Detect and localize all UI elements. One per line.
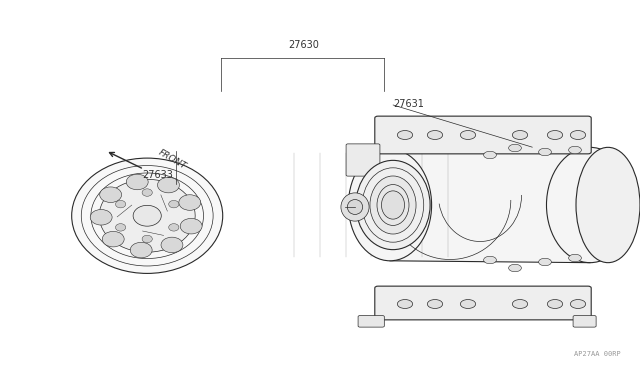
Ellipse shape xyxy=(348,149,431,261)
Polygon shape xyxy=(99,179,195,252)
Ellipse shape xyxy=(142,189,152,196)
Ellipse shape xyxy=(115,224,125,231)
Ellipse shape xyxy=(142,235,152,243)
Ellipse shape xyxy=(356,160,430,250)
Ellipse shape xyxy=(179,195,201,210)
Ellipse shape xyxy=(381,191,404,219)
Ellipse shape xyxy=(547,299,563,308)
Ellipse shape xyxy=(547,131,563,140)
Ellipse shape xyxy=(547,147,634,263)
FancyBboxPatch shape xyxy=(375,286,591,320)
Ellipse shape xyxy=(114,190,180,241)
Ellipse shape xyxy=(126,174,148,190)
Ellipse shape xyxy=(100,187,122,202)
Ellipse shape xyxy=(513,299,527,308)
Text: 27631: 27631 xyxy=(394,99,424,109)
Text: AP27AA 00RP: AP27AA 00RP xyxy=(574,351,621,357)
Ellipse shape xyxy=(484,151,497,159)
Ellipse shape xyxy=(568,146,581,154)
Ellipse shape xyxy=(180,218,202,234)
Ellipse shape xyxy=(539,258,552,266)
Ellipse shape xyxy=(539,148,552,156)
Ellipse shape xyxy=(102,231,124,247)
Ellipse shape xyxy=(568,254,581,262)
FancyBboxPatch shape xyxy=(390,147,590,261)
Ellipse shape xyxy=(133,205,161,226)
Ellipse shape xyxy=(509,144,522,152)
Ellipse shape xyxy=(370,176,416,234)
Ellipse shape xyxy=(157,177,179,193)
FancyBboxPatch shape xyxy=(375,116,591,154)
Ellipse shape xyxy=(131,242,152,258)
Ellipse shape xyxy=(397,299,413,308)
Ellipse shape xyxy=(428,131,443,140)
Ellipse shape xyxy=(576,147,640,263)
FancyBboxPatch shape xyxy=(346,144,380,176)
Ellipse shape xyxy=(513,131,527,140)
Ellipse shape xyxy=(72,158,223,273)
Ellipse shape xyxy=(570,299,586,308)
Ellipse shape xyxy=(397,131,413,140)
Ellipse shape xyxy=(169,224,179,231)
Ellipse shape xyxy=(341,193,369,221)
Text: 27630: 27630 xyxy=(289,40,319,50)
Ellipse shape xyxy=(460,299,476,308)
Ellipse shape xyxy=(484,256,497,264)
Ellipse shape xyxy=(428,299,443,308)
Ellipse shape xyxy=(348,199,363,214)
Ellipse shape xyxy=(115,201,125,208)
Ellipse shape xyxy=(509,264,522,272)
Ellipse shape xyxy=(90,209,112,225)
Text: FRONT: FRONT xyxy=(157,148,188,171)
Ellipse shape xyxy=(161,237,183,253)
FancyBboxPatch shape xyxy=(358,315,385,327)
Ellipse shape xyxy=(460,131,476,140)
Ellipse shape xyxy=(570,131,586,140)
Text: 27633: 27633 xyxy=(142,170,173,180)
FancyBboxPatch shape xyxy=(573,315,596,327)
Ellipse shape xyxy=(169,201,179,208)
